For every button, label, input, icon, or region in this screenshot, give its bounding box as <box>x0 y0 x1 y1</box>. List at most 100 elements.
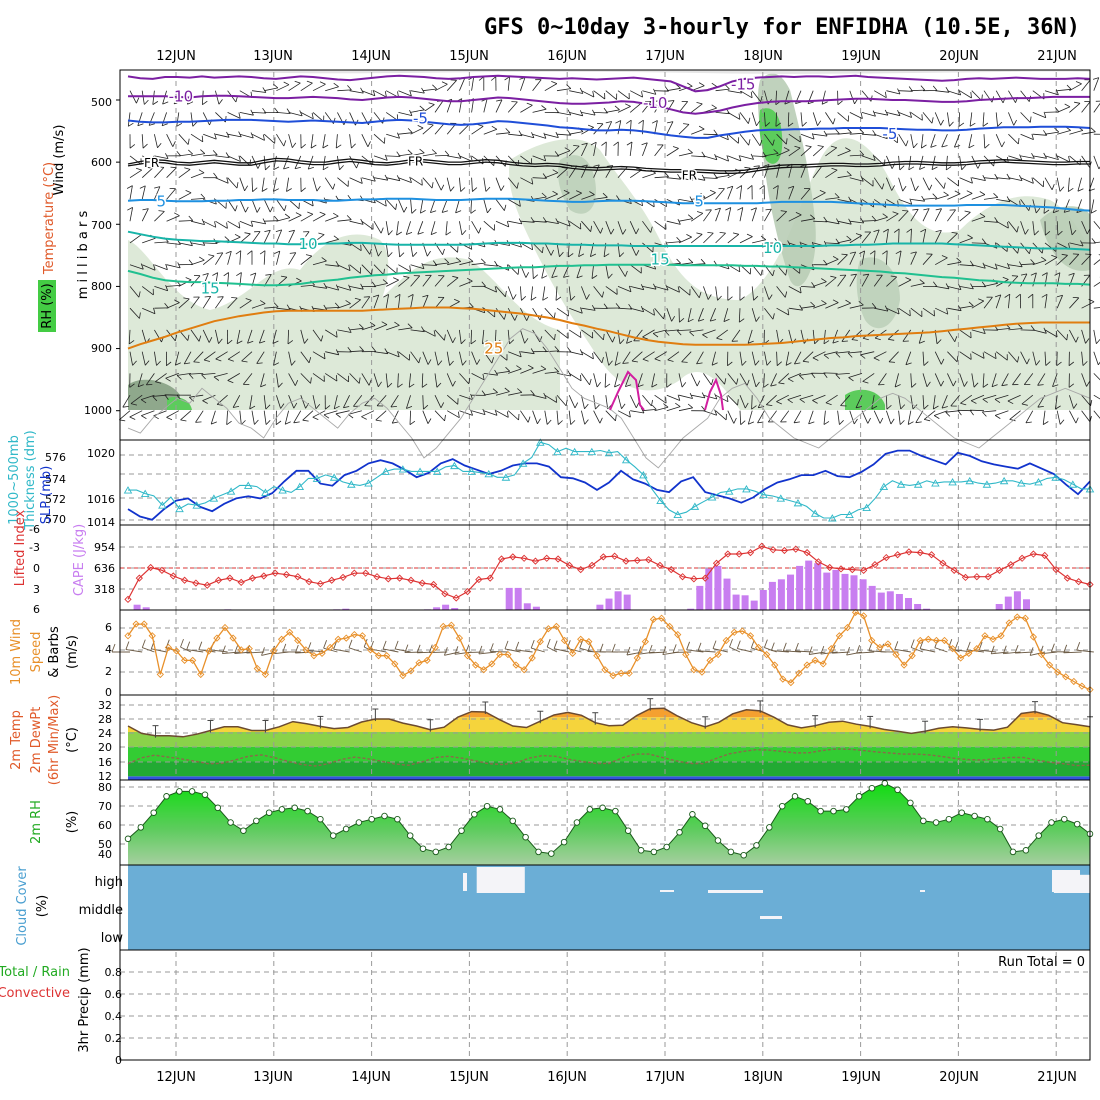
wind-barb <box>154 329 162 343</box>
lifted-index-marker <box>848 565 856 574</box>
wind-barb <box>1093 77 1100 91</box>
wind-barb <box>325 264 340 267</box>
wind-barb-flag <box>860 175 864 182</box>
wind-barb <box>1093 281 1100 287</box>
tick-label: 318 <box>94 583 115 596</box>
wind-barb <box>422 177 433 189</box>
wind-barb-flag <box>596 381 602 388</box>
wind-barb <box>729 646 741 653</box>
wind-speed-marker <box>391 660 399 668</box>
wind-barb-flag <box>322 144 329 149</box>
wind-barb <box>996 199 1011 203</box>
wind-barb-flag <box>754 360 760 366</box>
wind-barb <box>504 648 521 653</box>
wind-barb <box>994 394 1009 400</box>
wind-barb <box>1081 410 1091 423</box>
wind-speed-marker <box>374 652 383 660</box>
wind-barb <box>849 251 857 265</box>
wind-barb <box>422 395 424 410</box>
wind-barb <box>958 112 960 127</box>
wind-barb-flag <box>574 402 579 409</box>
wind-barb-flag <box>202 100 208 106</box>
wind-barb <box>251 231 261 244</box>
cloud-gap <box>708 890 763 893</box>
wind-barb <box>246 651 265 654</box>
isotherm-label: FR <box>408 154 423 168</box>
wind-barb <box>471 262 486 266</box>
wind-barb-flag <box>603 333 605 340</box>
wind-barb-flag <box>288 229 295 232</box>
wind-speed-marker <box>763 650 771 659</box>
wind-barb <box>751 133 761 147</box>
wind-barb <box>532 133 547 139</box>
wind-barb-flag <box>637 384 644 388</box>
rh-marker <box>714 837 722 844</box>
wind-barb <box>821 90 826 105</box>
wind-barb-flag <box>619 339 625 345</box>
wind-speed-marker <box>1021 614 1029 622</box>
wind-barb <box>576 264 582 279</box>
wind-barb <box>251 112 267 114</box>
wind-barb <box>813 192 826 200</box>
wind-barb <box>629 264 642 274</box>
wind-barb-flag <box>284 213 291 218</box>
wind-barb <box>581 112 596 116</box>
wind-barb-flag <box>786 138 788 145</box>
wind-speed-marker <box>253 664 261 673</box>
wind-barb <box>697 650 716 653</box>
wind-barb <box>176 112 180 127</box>
wind-barb <box>390 394 399 408</box>
wind-barb <box>1077 177 1082 192</box>
wind-barb <box>653 329 667 334</box>
thickness-marker <box>484 469 494 478</box>
wind-barb-flag <box>823 130 828 137</box>
wind-barb <box>227 297 238 309</box>
wind-barb-flag <box>900 404 906 410</box>
wind-barb-flag <box>430 210 437 213</box>
isotherms <box>127 74 1091 469</box>
wind-barb-flag <box>245 298 252 301</box>
wind-barb <box>422 275 432 287</box>
thickness-marker <box>913 480 923 488</box>
wind-barb <box>434 123 445 135</box>
wind-barb <box>697 308 704 322</box>
wind-barb-flag <box>568 253 574 258</box>
wind-speed-marker <box>884 640 892 648</box>
wind-barb-flag <box>760 95 763 102</box>
wind-barb-flag <box>885 132 888 139</box>
wind-barb-flag <box>188 373 194 379</box>
wind-speed-marker <box>746 632 755 640</box>
wind-barb <box>532 155 546 162</box>
wind-barb-flag <box>579 640 584 649</box>
wind-barb <box>227 133 242 138</box>
wind-barb-flag <box>599 643 604 652</box>
cape-bar <box>868 585 876 610</box>
wind-barb-flag <box>452 380 456 387</box>
wind-barb-flag <box>788 122 794 127</box>
rh-marker <box>509 817 517 825</box>
thickness-marker <box>261 488 270 496</box>
wind-speed-marker <box>221 623 229 632</box>
wind-barb <box>666 394 680 401</box>
wind-barb <box>263 230 271 244</box>
wind-barb <box>542 286 546 301</box>
tick-label: 600 <box>91 156 112 169</box>
wind-barb-flag <box>1004 293 1011 298</box>
wind-barb-flag <box>307 211 314 215</box>
wind-barb <box>406 395 411 409</box>
wind-barb-flag <box>794 642 799 652</box>
wind-speed-marker <box>528 654 536 662</box>
wind-barb-flag <box>683 123 690 125</box>
wind-barb <box>689 329 704 333</box>
wind-barb <box>1020 155 1035 159</box>
wind-barb <box>886 307 900 315</box>
rh-patch <box>1040 206 1090 271</box>
wind-barb-flag <box>392 421 399 424</box>
wind-barb <box>398 90 412 97</box>
wind-barb-flag <box>1055 330 1058 337</box>
wind-barb <box>1081 79 1091 91</box>
wind-barb-flag <box>176 150 181 157</box>
wind-barb <box>591 264 594 279</box>
wind-barb <box>727 186 734 200</box>
wind-barb <box>898 133 907 147</box>
